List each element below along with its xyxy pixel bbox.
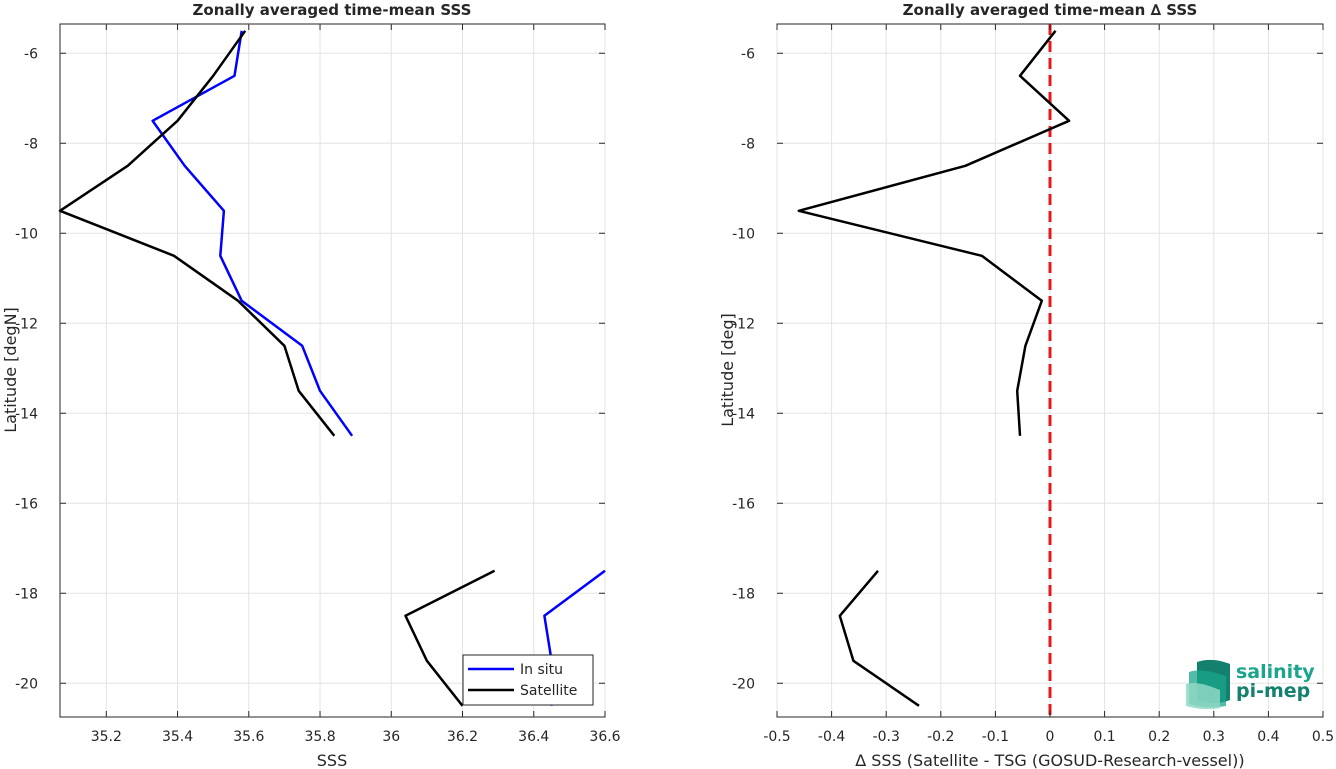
- sss-grid: [60, 24, 606, 717]
- y-tick-label: -20: [732, 676, 755, 692]
- y-tick-label: -12: [732, 316, 755, 332]
- in-situ-line: [151, 30, 354, 437]
- salinity-pi-mep-logo: salinity pi-mep: [1186, 659, 1315, 710]
- sss-ticks: 35.2 35.4 35.6 35.8 36 36.2 36.4 36.6 -6 -8 -10 -12…: [15, 24, 621, 745]
- y-tick-label: -16: [732, 496, 755, 512]
- y-tick-label: -8: [741, 136, 755, 152]
- x-tick-label: 0.4: [1257, 729, 1279, 745]
- delta-sss-line: [797, 30, 1071, 436]
- x-tick-label: 35.2: [91, 729, 122, 745]
- sss-plot-area: [59, 23, 606, 718]
- delta-sss-chart-title: Zonally averaged time-mean ∆ SSS: [903, 1, 1198, 19]
- y-tick-label: -18: [732, 586, 755, 602]
- y-tick-label: -18: [15, 586, 38, 602]
- y-tick-label: -20: [15, 676, 38, 692]
- y-tick-label: -12: [15, 316, 38, 332]
- x-tick-label: 0.2: [1148, 729, 1170, 745]
- satellite-line: [404, 569, 496, 707]
- y-tick-label: -16: [15, 496, 38, 512]
- x-tick-label: 35.8: [304, 729, 335, 745]
- logo-text-salinity: salinity: [1236, 661, 1315, 683]
- x-tick-label: 36.4: [518, 729, 549, 745]
- legend-in-situ-label: In situ: [520, 662, 563, 678]
- x-tick-label: 0: [1046, 729, 1055, 745]
- x-tick-label: 35.6: [233, 729, 264, 745]
- x-tick-label: -0.1: [982, 729, 1009, 745]
- y-tick-label: -8: [24, 136, 38, 152]
- delta-sss-ticks: -0.5 -0.4 -0.3 -0.2 -0.1 0 0.1 0.2 0.3 0.4 0.5 -6 -8…: [732, 24, 1334, 745]
- y-tick-label: -6: [24, 46, 38, 62]
- sss-x-axis-label: SSS: [317, 751, 347, 769]
- x-tick-label: -0.2: [927, 729, 954, 745]
- x-tick-label: -0.5: [763, 729, 790, 745]
- y-tick-label: -14: [732, 406, 755, 422]
- y-tick-label: -10: [15, 226, 38, 242]
- logo-text-pi-mep: pi-mep: [1236, 680, 1310, 702]
- delta-sss-panel: -0.5 -0.4 -0.3 -0.2 -0.1 0 0.1 0.2 0.3 0.4 0.5 -6 -8…: [718, 1, 1334, 769]
- delta-sss-x-axis-label: ∆ SSS (Satellite - TSG (GOSUD-Research-v…: [854, 751, 1244, 769]
- y-tick-label: -14: [15, 406, 38, 422]
- sss-chart-title: Zonally averaged time-mean SSS: [193, 1, 472, 19]
- y-tick-label: -10: [732, 226, 755, 242]
- y-tick-label: -6: [741, 46, 755, 62]
- legend-satellite-label: Satellite: [520, 683, 577, 699]
- x-tick-label: 35.4: [162, 729, 193, 745]
- x-tick-label: 0.5: [1312, 729, 1334, 745]
- x-tick-label: -0.4: [818, 729, 845, 745]
- x-tick-label: 0.1: [1093, 729, 1115, 745]
- x-tick-label: 36.2: [447, 729, 478, 745]
- x-tick-label: 36.6: [589, 729, 620, 745]
- x-tick-label: 36: [382, 729, 400, 745]
- x-tick-label: -0.3: [873, 729, 900, 745]
- legend-box: [462, 654, 594, 706]
- sss-panel: 35.2 35.4 35.6 35.8 36 36.2 36.4 36.6 -6 -8 -10 -12…: [1, 1, 621, 769]
- delta-sss-line: [838, 569, 920, 707]
- delta-sss-series: [797, 30, 1071, 707]
- sss-y-axis-label: Latitude [degN]: [1, 307, 20, 433]
- delta-sss-y-axis-label: Latitude [deg]: [718, 313, 737, 427]
- satellite-line: [58, 30, 336, 437]
- x-tick-label: 0.3: [1203, 729, 1225, 745]
- logo-wave-icon: [1186, 659, 1230, 710]
- sss-legend: In situ Satellite: [462, 654, 594, 706]
